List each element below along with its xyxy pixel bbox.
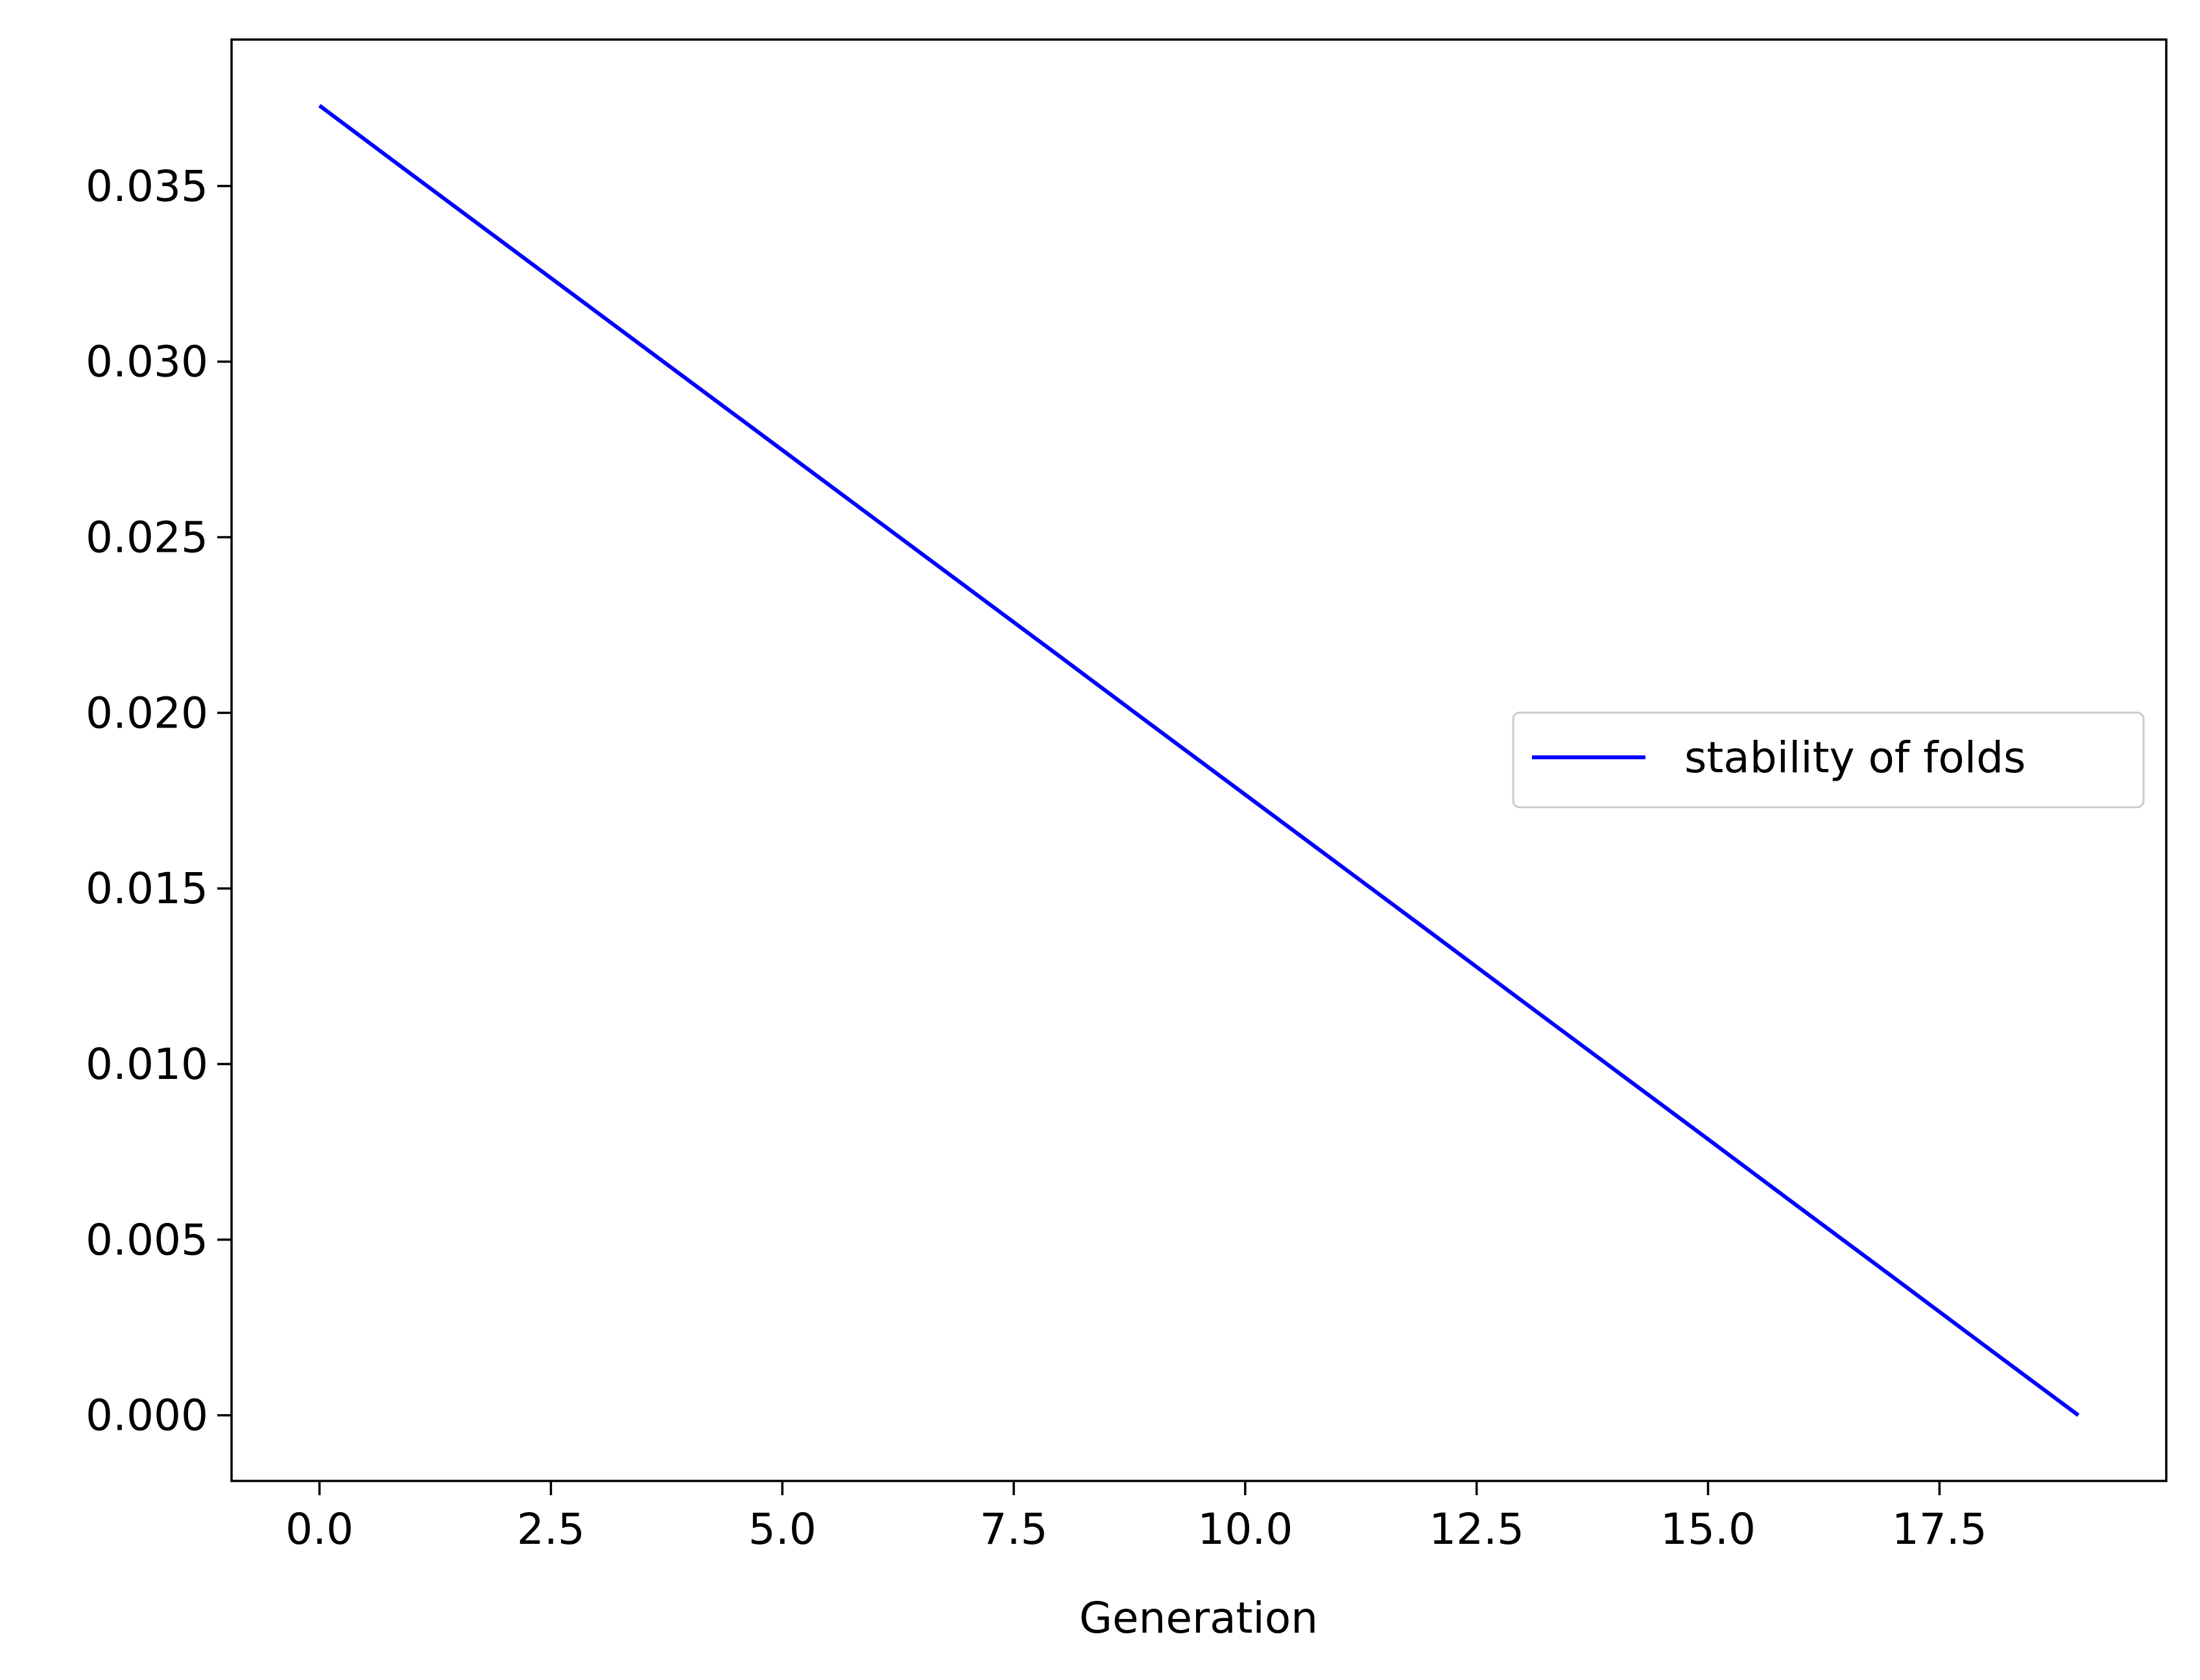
legend: stability of folds — [1512, 711, 2145, 809]
x-tick-label: 2.5 — [517, 1504, 585, 1554]
x-axis-ticks: 0.0 2.5 5.0 7.5 10.0 12.5 15.0 17.5 — [285, 1481, 1987, 1554]
axes-frame — [230, 38, 2168, 1482]
x-axis-label: Generation — [1079, 1593, 1318, 1643]
x-tick-label: 0.0 — [285, 1504, 353, 1554]
series-line-stability-of-folds — [318, 104, 2080, 1417]
y-axis-ticks: 0.000 0.005 0.010 0.015 0.020 0.025 0.030 0.035 — [86, 161, 232, 1441]
legend-entry-stability-of-folds: stability of folds — [1684, 733, 2026, 783]
x-tick-label: 12.5 — [1429, 1504, 1524, 1554]
legend-box — [1512, 711, 2145, 809]
x-tick-label: 10.0 — [1197, 1504, 1293, 1554]
y-tick-label: 0.010 — [86, 1039, 208, 1089]
y-tick-label: 0.015 — [86, 864, 208, 914]
x-tick-label: 7.5 — [980, 1504, 1048, 1554]
x-tick-label: 15.0 — [1660, 1504, 1756, 1554]
y-tick-label: 0.025 — [86, 513, 208, 563]
y-tick-label: 0.005 — [86, 1215, 208, 1265]
plot-area — [318, 104, 2080, 1417]
y-tick-label: 0.035 — [86, 161, 208, 211]
y-tick-label: 0.000 — [86, 1391, 208, 1441]
y-tick-label: 0.030 — [86, 337, 208, 387]
x-tick-label: 5.0 — [748, 1504, 817, 1554]
y-tick-label: 0.020 — [86, 688, 208, 738]
x-tick-label: 17.5 — [1892, 1504, 1987, 1554]
